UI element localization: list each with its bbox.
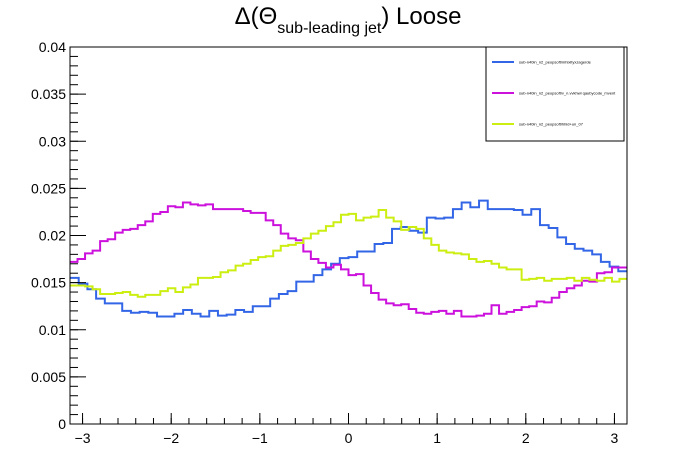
x-tick-label: −3 <box>75 430 91 446</box>
y-tick-label: 0.005 <box>31 369 66 385</box>
axes-layer: 0 0.005 0.01 0.015 0.02 0.025 0.03 0.035 0.04 −3 −… <box>31 39 628 446</box>
legend-label-1: sub-n40in_n2_peopsoft/mhixltyxzagerde <box>519 60 592 65</box>
y-tick-label: 0.01 <box>39 322 66 338</box>
y-tick-label: 0.025 <box>31 180 66 196</box>
y-tick-label: 0.02 <box>39 228 66 244</box>
x-tick-label: 1 <box>433 430 441 446</box>
chart-title-suffix: ) Loose <box>381 3 461 30</box>
x-tick-label: 3 <box>611 430 619 446</box>
x-tick-label: 2 <box>522 430 530 446</box>
y-tick-label: 0.04 <box>39 39 66 55</box>
y-tick-label: 0 <box>58 416 66 432</box>
y-tick-label: 0.03 <box>39 133 66 149</box>
y-tick-label: 0.035 <box>31 86 66 102</box>
legend: sub-n40in_n2_peopsoft/mhixltyxzagerdesub… <box>485 46 625 142</box>
legend-label-3: sub-n40in_n2_peopsoft/hhid+un_07 <box>519 122 584 127</box>
x-tick-label: 0 <box>345 430 353 446</box>
x-tick-label: −1 <box>252 430 268 446</box>
legend-label-2: sub-n40in_n2_peopsoft/v_n.vvkhwl qaubyco… <box>519 91 616 96</box>
series-layer <box>70 199 627 318</box>
y-tick-label: 0.015 <box>31 275 66 291</box>
series-line-1 <box>70 199 627 318</box>
series-line-3 <box>70 209 627 298</box>
chart-title-prefix: Δ(Θ <box>235 3 278 30</box>
chart-title-subscript: sub-leading jet <box>277 20 382 37</box>
x-tick-label: −2 <box>163 430 179 446</box>
chart-title: Δ(Θsub-leading jet) Loose <box>235 3 462 37</box>
series-line-2 <box>70 201 627 318</box>
